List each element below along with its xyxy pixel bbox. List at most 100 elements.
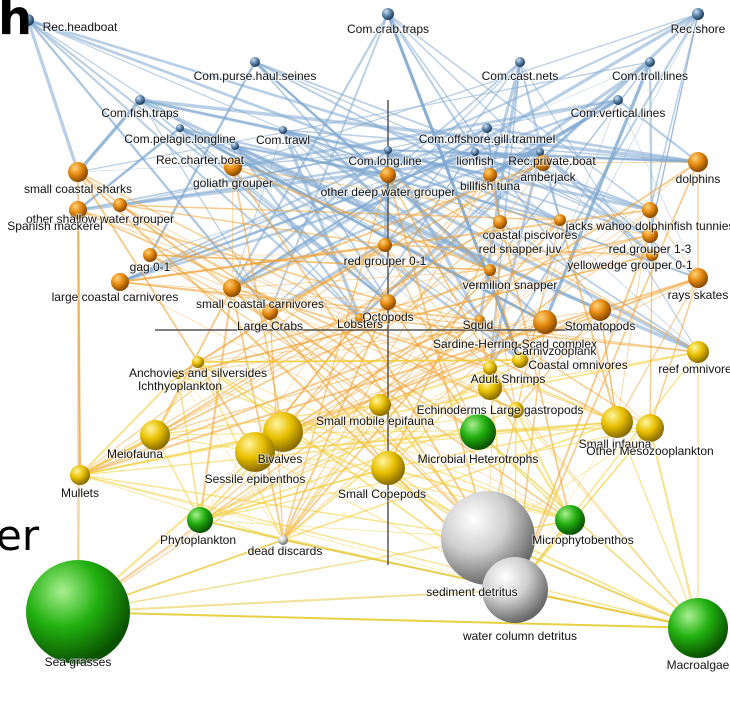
edge: [489, 174, 571, 521]
edge: [269, 234, 651, 313]
edge: [77, 234, 651, 613]
node: [278, 535, 288, 545]
node: [645, 57, 655, 67]
edge: [177, 374, 284, 541]
node-label: Microphytobenthos: [532, 533, 633, 547]
node: [460, 414, 496, 450]
edge: [231, 287, 491, 369]
node: [482, 123, 492, 133]
node-label: Stomatopods: [565, 319, 636, 333]
node-label: dead discards: [248, 544, 323, 558]
node: [224, 158, 242, 176]
labels: Rec.headboat Com.crab.traps Rec.shore Com.p…: [6, 19, 730, 673]
node: [378, 238, 392, 252]
edge: [154, 321, 546, 436]
node: [68, 162, 88, 182]
edge: [27, 19, 271, 313]
edge: [514, 161, 699, 591]
node-label: amberjack: [520, 170, 576, 184]
node: [135, 95, 145, 105]
slide-text-fragment: h: [0, 0, 32, 46]
node: [382, 8, 394, 20]
edge: [489, 269, 521, 361]
edge: [282, 129, 699, 279]
edge: [79, 474, 489, 539]
node-label: Other Mesozooplankton: [586, 444, 713, 458]
node-label: Com.purse.haul.seines: [194, 69, 317, 83]
edge: [649, 254, 653, 429]
node-label: Meiofauna: [107, 447, 163, 461]
node: [636, 414, 664, 442]
node-label: Com.cast.nets: [482, 69, 559, 83]
node-label: lionfish: [456, 154, 493, 168]
edge: [559, 219, 618, 423]
edge: [282, 321, 546, 433]
edge: [26, 19, 80, 173]
edge: [599, 309, 618, 423]
edge: [486, 126, 699, 164]
edge: [77, 319, 481, 613]
node-label: Phytoplankton: [160, 533, 236, 547]
edge: [254, 451, 389, 469]
node: [192, 356, 204, 368]
edge: [77, 127, 181, 211]
node-label: Macroalgae: [667, 658, 730, 672]
node: [536, 148, 544, 156]
slide-text-fragment: er: [0, 511, 40, 560]
node: [668, 598, 728, 658]
node: [371, 451, 405, 485]
edge: [232, 166, 491, 271]
node-label: Com.long.line: [348, 154, 422, 168]
node-label: Anchovies and silversides: [129, 366, 267, 380]
node: [493, 215, 507, 229]
edge: [119, 204, 479, 433]
edge: [177, 374, 201, 521]
edge: [177, 244, 386, 376]
node-label: Carnivzooplank: [514, 344, 598, 358]
edge: [231, 166, 234, 289]
node-label: Com.pelagic.longline: [124, 132, 236, 146]
node-label: Squid: [463, 318, 494, 332]
node: [140, 420, 170, 450]
node: [484, 264, 496, 276]
node-label: Small mobile epifauna: [316, 414, 434, 428]
edge: [479, 162, 544, 321]
edge: [254, 61, 561, 221]
edge: [384, 244, 653, 256]
node: [263, 412, 303, 452]
edge: [617, 99, 699, 163]
node: [554, 214, 566, 226]
node: [279, 126, 287, 134]
node: [642, 202, 658, 218]
edge: [489, 61, 651, 271]
edge: [119, 151, 476, 283]
node: [483, 361, 497, 375]
edge: [119, 281, 699, 353]
node: [384, 146, 392, 154]
edge: [119, 281, 389, 303]
edge: [148, 61, 257, 256]
node: [483, 168, 497, 182]
edge: [179, 126, 699, 354]
edge: [649, 13, 699, 236]
node: [355, 313, 365, 323]
edge: [154, 434, 201, 521]
node-label: Rec.shore: [671, 22, 726, 36]
node-label: Small Copepods: [338, 487, 426, 501]
node-label: Com.troll.lines: [612, 69, 688, 83]
edge: [119, 13, 699, 283]
edge: [269, 162, 544, 313]
edge: [542, 161, 699, 164]
edge: [77, 209, 389, 303]
edge: [648, 427, 700, 629]
edge: [27, 19, 361, 319]
edge: [379, 309, 601, 406]
node-label: water column detritus: [462, 629, 577, 643]
node: [113, 198, 127, 212]
node-label: other deep water grouper: [321, 185, 456, 199]
edge: [281, 129, 362, 319]
node-label: Sardine-Herring-Scad complex: [433, 337, 597, 351]
edge: [119, 244, 386, 283]
node-label: Octopods: [362, 310, 413, 324]
